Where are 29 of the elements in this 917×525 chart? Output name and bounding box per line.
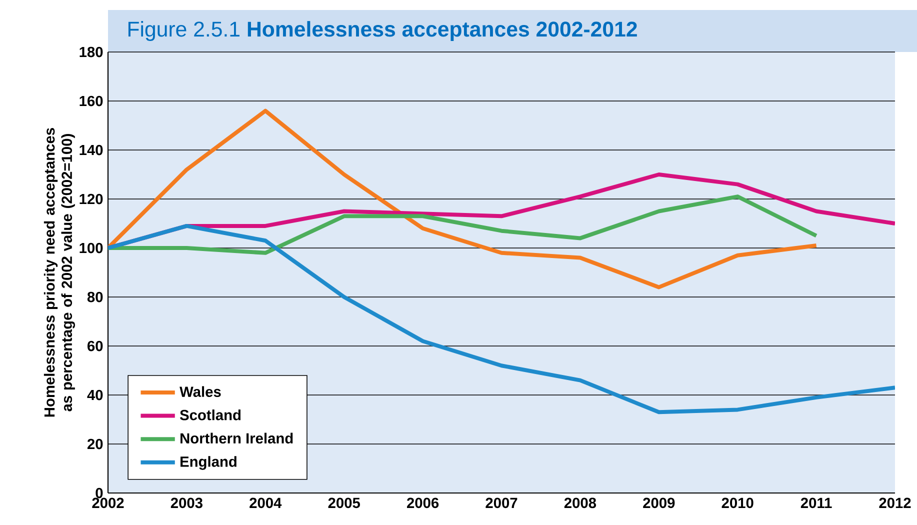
y-tick-label: 60 <box>88 340 103 352</box>
y-tick-label: 140 <box>80 144 103 156</box>
y-tick-label: 120 <box>80 194 103 204</box>
x-tick-label: 2011 <box>800 498 832 508</box>
x-tick-label: 2010 <box>722 498 754 508</box>
chart-title: Figure 2.5.1 Homelessness acceptances 2002-2012 <box>128 21 637 41</box>
x-tick-label: 2012 <box>879 498 911 508</box>
legend-label: Scotland <box>180 409 241 420</box>
legend-label: Northern Ireland <box>180 432 293 444</box>
y-tick-label: 160 <box>80 96 103 106</box>
y-tick-label: 20 <box>87 438 103 450</box>
y-tick-label: 40 <box>87 390 103 400</box>
legend-label: Wales <box>180 386 221 397</box>
x-tick-label: 2004 <box>250 498 282 508</box>
y-tick-label: 0 <box>96 488 103 498</box>
y-tick-label: 100 <box>80 242 103 254</box>
y-axis-title: Homelessness priority need acceptances as percentage of 2002 value (2002=100) <box>44 128 76 417</box>
line-series <box>108 194 818 255</box>
x-tick-label: 2005 <box>328 498 360 508</box>
x-tick-label: 2003 <box>170 498 202 508</box>
line-series <box>108 108 818 290</box>
legend-label: England <box>180 456 236 470</box>
y-tick-label: 80 <box>87 292 103 302</box>
x-tick-label: 2009 <box>643 498 675 508</box>
x-tick-label: 2006 <box>406 498 439 508</box>
x-tick-label: 2008 <box>564 498 596 508</box>
x-tick-label: 2002 <box>92 498 124 508</box>
y-tick-label: 180 <box>80 46 103 58</box>
x-tick-label: 2007 <box>486 498 518 508</box>
